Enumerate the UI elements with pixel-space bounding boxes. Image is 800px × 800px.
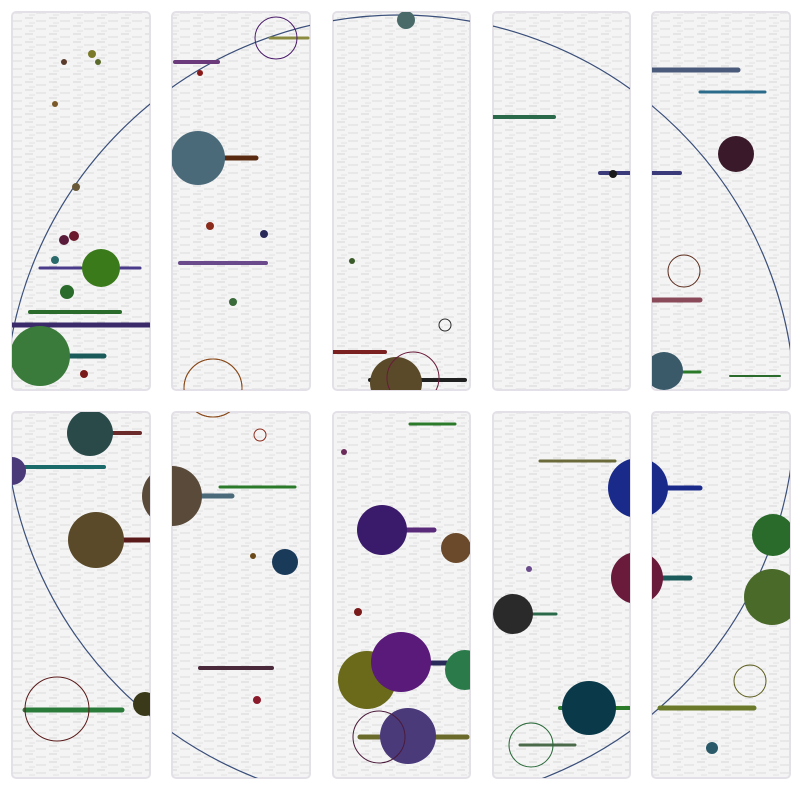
disc xyxy=(171,131,225,185)
ring xyxy=(352,710,406,764)
ring xyxy=(438,318,452,332)
ring xyxy=(667,254,701,288)
disc xyxy=(611,552,663,604)
panel xyxy=(492,11,631,391)
ring xyxy=(733,664,767,698)
dot xyxy=(61,59,67,65)
dot xyxy=(206,222,214,230)
dot xyxy=(197,70,203,76)
dot xyxy=(72,183,80,191)
dot xyxy=(354,608,362,616)
dot xyxy=(69,231,79,241)
disc xyxy=(645,352,683,390)
disc xyxy=(357,505,407,555)
ring xyxy=(24,676,90,742)
dot xyxy=(253,696,261,704)
panel xyxy=(171,411,311,779)
ring xyxy=(183,358,243,418)
dot xyxy=(52,101,58,107)
dot xyxy=(260,230,268,238)
dot xyxy=(349,258,355,264)
disc xyxy=(608,458,668,518)
dot xyxy=(526,566,532,572)
ring xyxy=(253,428,267,442)
disc xyxy=(371,632,431,692)
panel xyxy=(11,11,151,391)
disc xyxy=(752,514,790,556)
dot xyxy=(250,553,256,559)
dot xyxy=(80,370,88,378)
dot xyxy=(88,50,96,58)
dot xyxy=(59,235,69,245)
disc xyxy=(68,512,124,568)
disc xyxy=(397,12,415,29)
disc xyxy=(744,569,790,625)
disc xyxy=(718,136,754,172)
dot xyxy=(229,298,237,306)
disc xyxy=(370,357,422,409)
disc xyxy=(441,533,471,563)
panel xyxy=(332,11,471,391)
disc xyxy=(60,285,74,299)
disc xyxy=(82,249,120,287)
dot xyxy=(95,59,101,65)
ring xyxy=(508,722,554,768)
marks xyxy=(12,12,790,778)
panel xyxy=(171,11,311,391)
disc xyxy=(706,742,718,754)
dot xyxy=(341,449,347,455)
disc xyxy=(12,457,26,485)
disc xyxy=(67,410,113,456)
disc xyxy=(12,326,70,386)
panels xyxy=(11,11,791,779)
discs xyxy=(12,12,790,764)
dot xyxy=(51,256,59,264)
panel xyxy=(651,11,791,391)
disc xyxy=(445,650,485,690)
disc xyxy=(493,594,533,634)
disc xyxy=(133,692,157,716)
rings xyxy=(24,16,767,768)
disc xyxy=(562,681,616,735)
disc xyxy=(380,708,436,764)
dot xyxy=(609,170,617,178)
ring xyxy=(254,16,298,60)
disc xyxy=(272,549,298,575)
